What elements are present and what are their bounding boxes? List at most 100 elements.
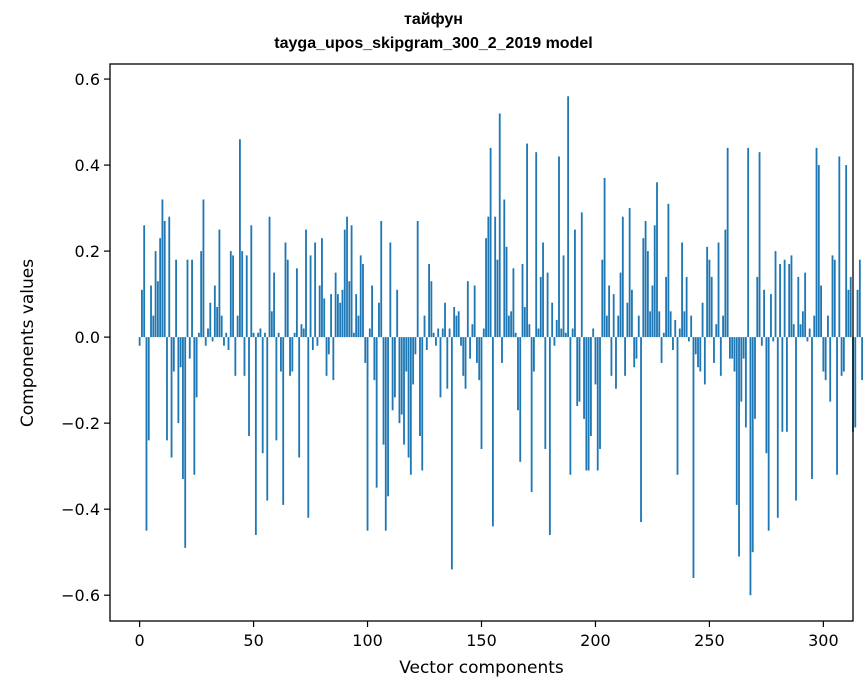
bar-188 xyxy=(567,96,570,338)
bar-12 xyxy=(166,337,168,441)
bar-212 xyxy=(621,216,624,338)
chart-subtitle: tayga_upos_skipgram_300_2_2019 model xyxy=(274,35,593,52)
bar-292 xyxy=(804,272,807,338)
bar-85 xyxy=(332,337,335,381)
y-axis-ticks: −0.6 −0.4 −0.2 0.0 0.2 0.4 0.6 xyxy=(61,70,110,605)
bar-197 xyxy=(587,337,590,471)
bar-209 xyxy=(615,337,617,389)
bar-71 xyxy=(300,324,303,338)
bar-258 xyxy=(726,147,729,338)
bar-41 xyxy=(232,255,234,338)
bar-299 xyxy=(820,285,822,338)
bar-1 xyxy=(141,289,143,338)
bar-5 xyxy=(150,285,152,338)
bar-261 xyxy=(733,337,736,372)
bar-181 xyxy=(551,302,554,338)
bar-116 xyxy=(403,337,405,445)
bar-109 xyxy=(387,337,389,497)
bar-260 xyxy=(731,337,734,359)
bar-300 xyxy=(822,337,825,372)
bar-273 xyxy=(760,337,763,346)
bar-249 xyxy=(706,246,709,338)
bar-122 xyxy=(416,220,419,338)
bar-96 xyxy=(357,315,360,338)
bar-199 xyxy=(592,328,595,338)
bar-230 xyxy=(662,332,665,338)
bar-205 xyxy=(605,315,608,338)
x-tick-label: 300 xyxy=(808,631,839,650)
bar-84 xyxy=(330,294,332,338)
bar-118 xyxy=(407,337,410,458)
bar-195 xyxy=(583,337,585,419)
bar-291 xyxy=(801,311,804,338)
bar-268 xyxy=(749,337,752,596)
y-tick-label: 0.6 xyxy=(75,70,100,89)
bar-97 xyxy=(359,255,362,338)
bar-120 xyxy=(412,337,415,385)
bar-162 xyxy=(507,315,510,338)
bar-149 xyxy=(478,337,481,381)
bar-89 xyxy=(341,289,344,338)
bar-246 xyxy=(699,337,702,372)
bar-154 xyxy=(489,147,492,338)
bar-29 xyxy=(204,337,207,346)
bar-243 xyxy=(692,337,695,578)
bar-94 xyxy=(352,332,355,338)
bar-22 xyxy=(188,337,191,359)
bar-74 xyxy=(307,337,310,518)
bar-131 xyxy=(437,328,440,338)
bar-91 xyxy=(346,216,348,338)
bar-121 xyxy=(414,337,417,355)
bar-239 xyxy=(683,311,686,338)
bar-218 xyxy=(635,337,638,359)
bar-160 xyxy=(503,199,506,338)
bar-141 xyxy=(460,337,462,346)
bar-65 xyxy=(286,259,289,338)
bar-66 xyxy=(289,337,291,376)
bar-25 xyxy=(195,337,198,398)
bar-207 xyxy=(610,337,613,376)
bar-263 xyxy=(738,337,740,557)
bar-201 xyxy=(596,337,599,471)
bar-221 xyxy=(642,238,645,338)
bar-47 xyxy=(245,255,248,338)
bar-155 xyxy=(491,337,494,527)
bar-30 xyxy=(207,328,209,338)
bar-45 xyxy=(241,251,244,338)
bar-192 xyxy=(576,337,579,406)
bar-67 xyxy=(291,337,294,372)
bar-88 xyxy=(339,302,342,338)
bar-39 xyxy=(227,337,230,351)
bar-217 xyxy=(633,337,636,368)
bar-283 xyxy=(783,259,786,338)
bar-265 xyxy=(742,337,745,359)
bar-24 xyxy=(193,337,196,475)
y-tick-label: −0.6 xyxy=(61,586,100,605)
bar-57 xyxy=(268,216,271,338)
bar-3 xyxy=(145,337,148,531)
bar-286 xyxy=(790,255,793,338)
bar-32 xyxy=(211,337,214,342)
bar-112 xyxy=(393,337,396,398)
bar-119 xyxy=(409,337,412,475)
bar-98 xyxy=(362,264,364,338)
bar-165 xyxy=(514,332,517,338)
bar-185 xyxy=(560,328,563,338)
bar-28 xyxy=(202,199,205,338)
bar-275 xyxy=(765,337,768,454)
bar-138 xyxy=(453,307,456,338)
bar-14 xyxy=(170,337,173,458)
bar-23 xyxy=(191,259,193,338)
y-tick-label: 0.4 xyxy=(75,156,100,175)
bar-52 xyxy=(257,332,260,338)
bar-232 xyxy=(667,203,670,338)
bar-129 xyxy=(432,332,435,338)
bar-280 xyxy=(776,337,779,518)
bar-255 xyxy=(719,337,722,376)
bar-254 xyxy=(717,242,720,338)
bar-75 xyxy=(309,255,312,338)
bar-285 xyxy=(788,264,791,338)
bar-222 xyxy=(644,220,647,338)
bar-26 xyxy=(197,332,200,338)
bar-316 xyxy=(858,259,861,338)
